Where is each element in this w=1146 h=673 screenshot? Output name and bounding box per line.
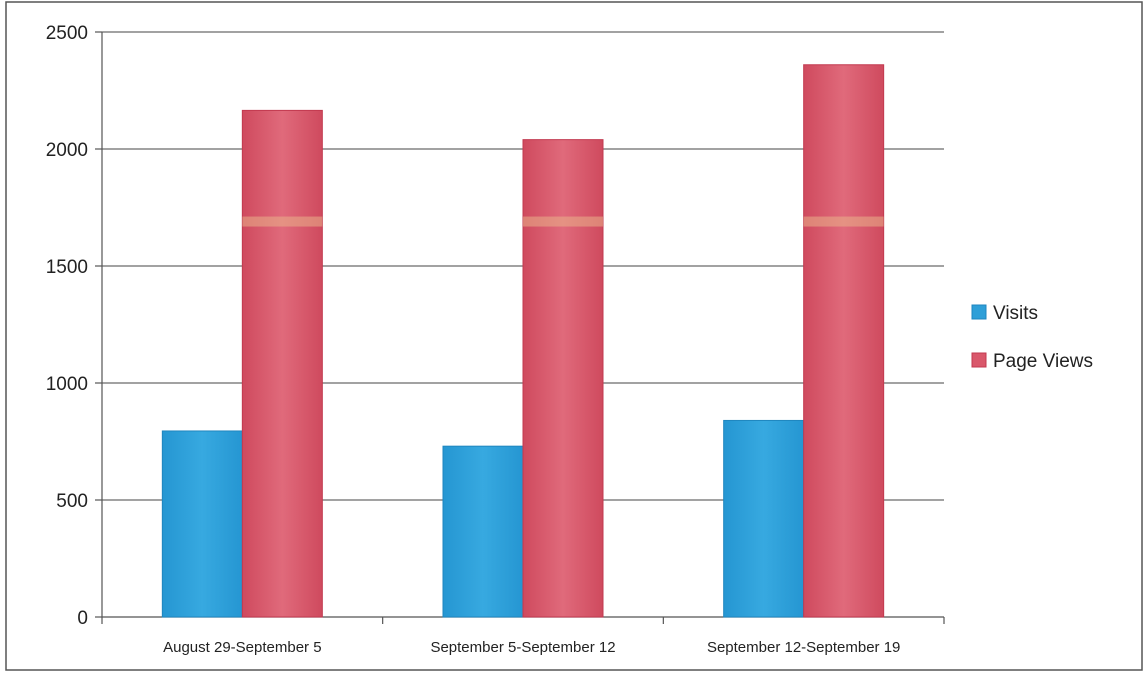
- bars: [161, 64, 885, 618]
- axis-labels: 0 500 1000 1500 2000 2500 August 29-September …: [46, 23, 901, 656]
- y-tick-label: 500: [56, 491, 88, 512]
- legend-label: Page Views: [993, 351, 1093, 372]
- bar-visits: [161, 430, 243, 618]
- bar-highlight-band: [523, 216, 603, 227]
- bar-visits: [723, 419, 805, 618]
- y-tick-label: 1500: [46, 257, 88, 278]
- bar-page-views: [803, 64, 885, 618]
- legend: Visits Page Views: [971, 303, 1093, 372]
- y-tick-label: 2500: [46, 23, 88, 44]
- y-tick-label: 1000: [46, 374, 88, 395]
- legend-label: Visits: [993, 303, 1038, 324]
- bar-highlight-band: [803, 216, 884, 227]
- bar-page-views: [522, 139, 604, 618]
- legend-item: Visits: [971, 303, 1038, 324]
- legend-swatch: [971, 352, 987, 368]
- legend-item: Page Views: [971, 351, 1093, 372]
- bar-highlight-band: [242, 216, 323, 227]
- y-tick-label: 0: [77, 608, 88, 629]
- bar-page-views: [241, 109, 323, 618]
- bar-visits: [442, 445, 524, 618]
- legend-swatch: [971, 304, 987, 320]
- x-category-label: August 29-September 5: [163, 639, 321, 656]
- x-category-label: September 5-September 12: [430, 639, 615, 656]
- y-tick-label: 2000: [46, 140, 88, 161]
- x-category-label: September 12-September 19: [707, 639, 900, 656]
